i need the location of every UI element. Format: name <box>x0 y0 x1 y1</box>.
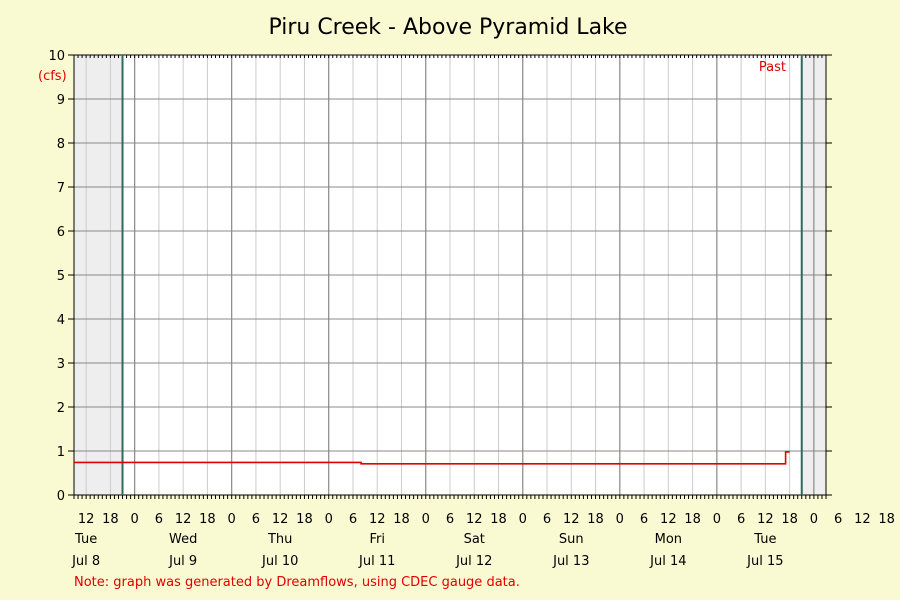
x-hour-tick-label: 18 <box>296 512 313 527</box>
x-hour-tick-label: 0 <box>616 512 624 527</box>
y-tick-label: 9 <box>57 93 65 108</box>
x-date-label: Jul 13 <box>552 554 589 569</box>
x-hour-tick-label: 0 <box>131 512 139 527</box>
y-tick-label: 6 <box>57 225 65 240</box>
y-tick-label: 10 <box>48 49 65 64</box>
y-tick-label: 3 <box>57 357 65 372</box>
x-date-label: Jul 11 <box>358 554 395 569</box>
x-hour-tick-label: 12 <box>175 512 192 527</box>
x-hour-tick-label: 18 <box>781 512 798 527</box>
x-weekday-label: Sun <box>559 532 584 547</box>
y-axis-labels: 0 1 2 3 4 5 6 7 8 9 10 <box>48 49 65 504</box>
x-date-label: Jul 12 <box>455 554 492 569</box>
x-hour-tick-label: 0 <box>422 512 430 527</box>
chart-title: Piru Creek - Above Pyramid Lake <box>268 15 627 40</box>
x-hour-tick-label: 0 <box>325 512 333 527</box>
x-axis-labels: 12 18 0 6 12 18 0 6 12 18 0 6 12 18 0 6 12 18 0 6 12 18 0 6 12 18… <box>71 512 895 569</box>
x-weekday-label: Mon <box>655 532 682 547</box>
x-date-label: Jul 9 <box>168 554 197 569</box>
x-weekday-label: Fri <box>369 532 385 547</box>
x-weekday-label: Sat <box>464 532 485 547</box>
y-axis-unit-label: (cfs) <box>38 69 67 84</box>
x-hour-tick-label: 18 <box>878 512 895 527</box>
x-hour-tick-label: 6 <box>349 512 357 527</box>
x-hour-tick-label: 18 <box>102 512 119 527</box>
x-hour-tick-label: 18 <box>199 512 216 527</box>
x-hour-tick-label: 6 <box>737 512 745 527</box>
x-hour-tick-label: 12 <box>854 512 871 527</box>
x-hour-tick-label: 12 <box>466 512 483 527</box>
x-date-label: Jul 8 <box>71 554 100 569</box>
x-hour-tick-label: 6 <box>834 512 842 527</box>
x-hour-tick-label: 6 <box>640 512 648 527</box>
y-tick-label: 4 <box>57 313 65 328</box>
x-hour-tick-label: 12 <box>272 512 289 527</box>
x-hour-tick-label: 0 <box>810 512 818 527</box>
x-hour-tick-label: 6 <box>252 512 260 527</box>
x-date-label: Jul 15 <box>746 554 783 569</box>
y-tick-label: 7 <box>57 181 65 196</box>
x-hour-tick-label: 0 <box>713 512 721 527</box>
x-hour-tick-label: 6 <box>543 512 551 527</box>
y-tick-label: 5 <box>57 269 65 284</box>
x-hour-tick-label: 12 <box>563 512 580 527</box>
x-hour-tick-label: 6 <box>446 512 454 527</box>
y-tick-label: 1 <box>57 445 65 460</box>
x-hour-tick-label: 0 <box>228 512 236 527</box>
x-hour-tick-label: 12 <box>78 512 95 527</box>
x-date-label: Jul 14 <box>649 554 686 569</box>
y-tick-label: 8 <box>57 137 65 152</box>
past-marker-label: Past <box>759 60 786 75</box>
x-weekday-label: Tue <box>74 532 97 547</box>
x-hour-tick-label: 18 <box>684 512 701 527</box>
x-hour-tick-label: 12 <box>660 512 677 527</box>
x-date-label: Jul 10 <box>261 554 298 569</box>
x-hour-tick-label: 18 <box>587 512 604 527</box>
x-hour-tick-label: 6 <box>155 512 163 527</box>
x-hour-tick-label: 18 <box>490 512 507 527</box>
y-tick-label: 0 <box>57 489 65 504</box>
x-hour-tick-label: 12 <box>757 512 774 527</box>
footer-note: Note: graph was generated by Dreamflows,… <box>74 575 520 590</box>
x-weekday-label: Tue <box>753 532 776 547</box>
flow-series-line <box>74 451 790 465</box>
y-tick-label: 2 <box>57 401 65 416</box>
plot-area <box>68 54 832 499</box>
x-hour-tick-label: 18 <box>393 512 410 527</box>
x-hour-tick-label: 0 <box>519 512 527 527</box>
x-weekday-label: Wed <box>169 532 197 547</box>
x-hour-tick-label: 12 <box>369 512 386 527</box>
x-weekday-label: Thu <box>267 532 292 547</box>
